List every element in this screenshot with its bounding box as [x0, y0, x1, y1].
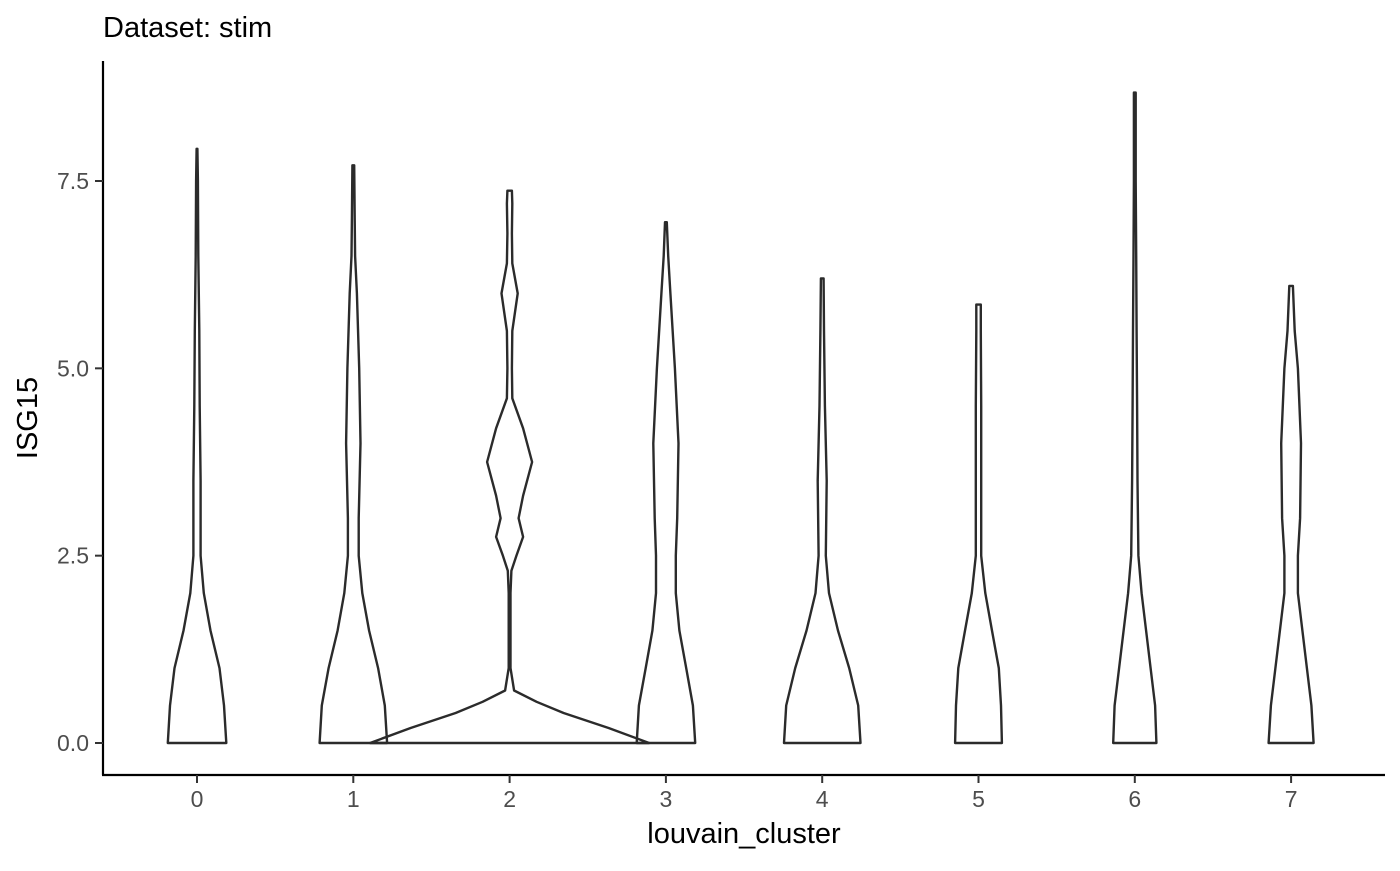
violin-cluster-7: [1267, 284, 1315, 745]
chart-title: Dataset: stim: [103, 12, 272, 44]
x-tick-label: 2: [503, 786, 516, 812]
y-tick-label: 2.5: [57, 543, 89, 569]
y-ticks-group: 0.0 2.5 5.0 7.5: [57, 168, 103, 756]
x-ticks-group: 0 1 2 3 4 5 6 7: [191, 775, 1298, 812]
violins-group: [166, 91, 1315, 745]
y-tick-label: 5.0: [57, 355, 89, 381]
violin-cluster-0: [166, 147, 228, 745]
x-axis-label: louvain_cluster: [647, 818, 841, 850]
violin-cluster-6: [1112, 91, 1158, 745]
x-tick-label: 5: [972, 786, 985, 812]
x-tick-label: 0: [191, 786, 204, 812]
x-tick-label: 4: [816, 786, 829, 812]
x-tick-label: 1: [347, 786, 360, 812]
x-tick-label: 3: [660, 786, 673, 812]
x-tick-label: 7: [1285, 786, 1298, 812]
violin-cluster-1: [318, 164, 389, 745]
violin-cluster-3: [635, 221, 697, 745]
violin-cluster-2: [368, 189, 651, 745]
violin-cluster-4: [782, 277, 862, 745]
violin-cluster-5: [953, 303, 1004, 745]
y-axis-label: ISG15: [12, 377, 44, 459]
y-tick-label: 0.0: [57, 730, 89, 756]
x-tick-label: 6: [1128, 786, 1141, 812]
y-tick-label: 7.5: [57, 168, 89, 194]
